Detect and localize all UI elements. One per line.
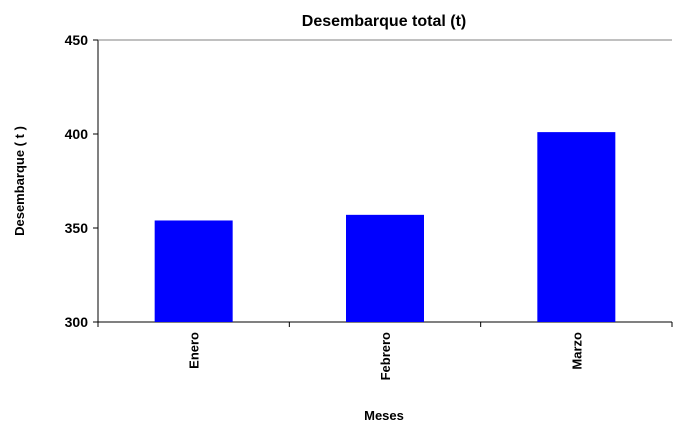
x-axis-label: Meses	[364, 408, 404, 423]
y-tick-label-300: 300	[65, 314, 89, 330]
y-tick-label-450: 450	[65, 32, 89, 48]
x-ticks-group: Enero Febrero Marzo	[97, 322, 673, 380]
bars-group	[154, 132, 616, 322]
bar-febrero	[346, 214, 424, 322]
plot-area: 300 350 400 450 Enero Febrero Marzo	[65, 32, 673, 380]
chart-title: Desembarque total (t)	[302, 13, 466, 30]
x-tick-label-marzo: Marzo	[569, 332, 584, 370]
x-tick-label-febrero: Febrero	[378, 332, 393, 380]
bar-marzo	[537, 132, 616, 322]
bar-enero	[154, 220, 233, 322]
y-tick-label-350: 350	[65, 220, 89, 236]
y-axis-label: Desembarque ( t )	[12, 126, 27, 236]
y-ticks-group: 300 350 400 450	[65, 32, 98, 330]
y-tick-label-400: 400	[65, 126, 89, 142]
x-tick-label-enero: Enero	[187, 332, 202, 369]
